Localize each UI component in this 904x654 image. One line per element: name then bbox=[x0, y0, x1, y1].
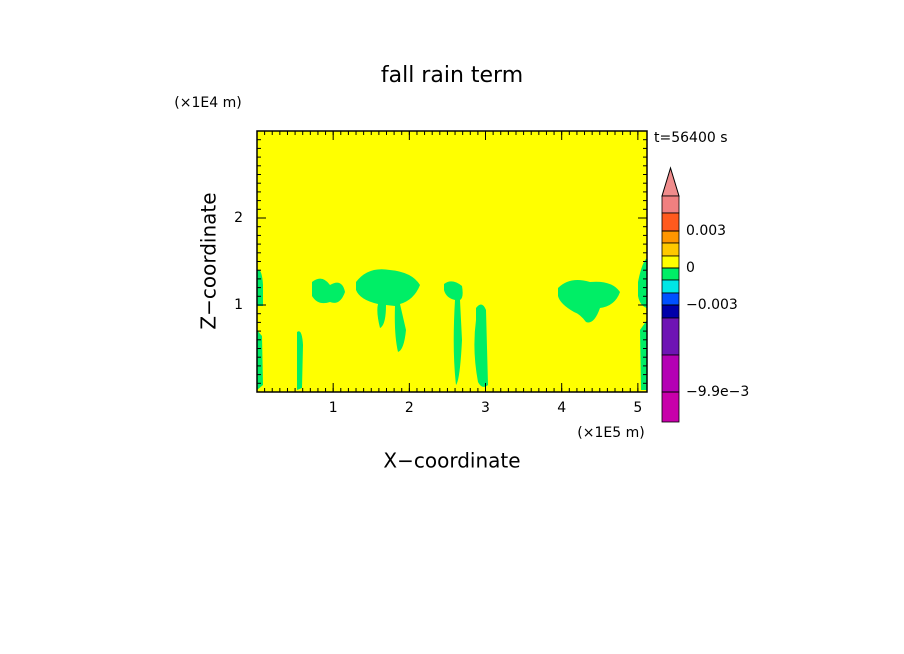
colorbar-segment bbox=[661, 354, 680, 393]
colorbar-tick-label: 0 bbox=[686, 260, 695, 276]
colorbar-tick-label: −0.003 bbox=[686, 297, 738, 313]
colorbar-segment bbox=[661, 292, 680, 306]
colorbar-segment bbox=[661, 255, 680, 269]
colorbar-segment bbox=[661, 195, 680, 214]
contour-region bbox=[640, 320, 647, 390]
y-tick-label: 2 bbox=[234, 210, 243, 226]
x-unit: (×1E5 m) bbox=[577, 425, 644, 441]
colorbar-tick-label: −9.9e−3 bbox=[686, 384, 749, 400]
colorbar-segment bbox=[661, 304, 680, 319]
field bbox=[257, 131, 647, 392]
colorbar-segment bbox=[661, 317, 680, 356]
x-tick-label: 3 bbox=[481, 400, 490, 416]
contour-region bbox=[312, 278, 345, 304]
contour-region bbox=[444, 281, 463, 385]
y-tick-label: 1 bbox=[234, 297, 243, 313]
colorbar-segment bbox=[661, 242, 680, 257]
y-unit: (×1E4 m) bbox=[174, 95, 241, 111]
x-tick-label: 2 bbox=[405, 400, 414, 416]
colorbar-segment bbox=[661, 212, 680, 232]
colorbar-segment bbox=[661, 279, 680, 294]
time-label: t=56400 s bbox=[654, 130, 728, 146]
regions bbox=[257, 258, 647, 390]
x-tick-label: 4 bbox=[557, 400, 566, 416]
contour-region bbox=[297, 331, 303, 390]
contour-region bbox=[356, 269, 420, 352]
x-axis-label: X−coordinate bbox=[383, 449, 520, 473]
colorbar-tick-label: 0.003 bbox=[686, 223, 726, 239]
chart-title: fall rain term bbox=[381, 63, 523, 88]
colorbar-segment bbox=[661, 391, 680, 423]
x-tick-label: 5 bbox=[633, 400, 642, 416]
colorbar-segment bbox=[661, 230, 680, 244]
contour-region bbox=[558, 280, 620, 323]
colorbar-segment bbox=[661, 267, 680, 281]
contour-region bbox=[474, 304, 488, 387]
x-tick-label: 1 bbox=[329, 400, 338, 416]
y-axis-label: Z−coordinate bbox=[197, 192, 221, 329]
